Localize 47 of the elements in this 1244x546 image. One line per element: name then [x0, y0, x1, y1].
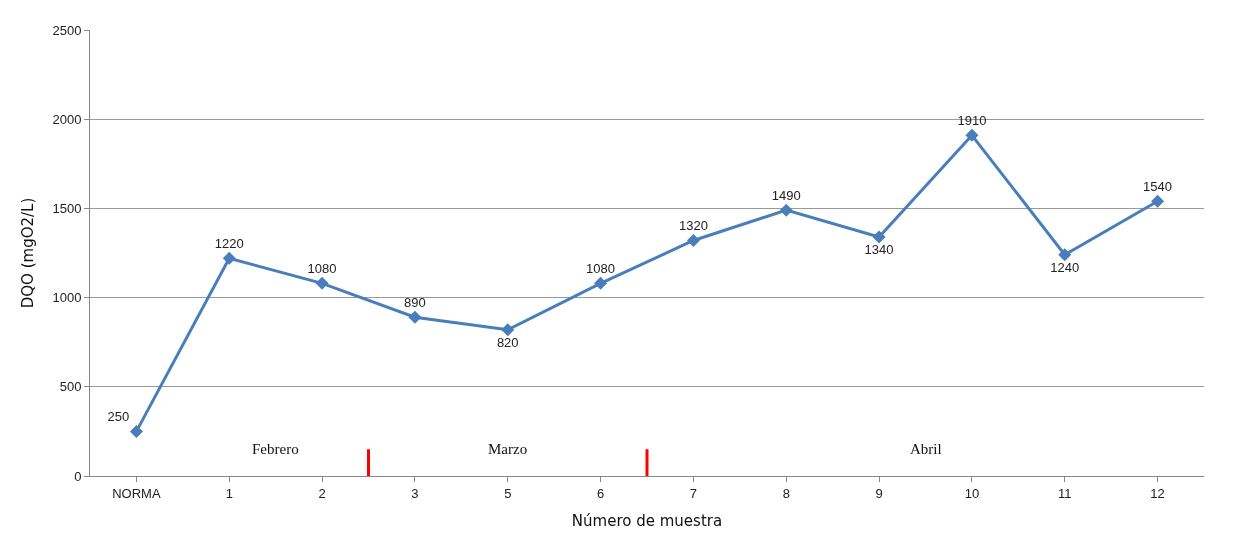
y-tick-label: 2500: [52, 22, 82, 38]
data-label: 820: [496, 334, 519, 350]
data-label: 1320: [678, 218, 708, 234]
data-label: 250: [107, 408, 130, 424]
point: [1058, 248, 1072, 262]
x-tick-label: 6: [596, 485, 605, 501]
point: [686, 234, 700, 248]
x-tick-label: NORMA: [112, 485, 161, 501]
point: [872, 230, 886, 244]
point: [408, 310, 422, 324]
y-tick-label: 500: [59, 379, 82, 395]
data-label: 1340: [864, 241, 894, 257]
point: [501, 323, 515, 337]
annotation: Abril: [910, 441, 942, 457]
data-label: 1080: [586, 260, 616, 276]
y-axis-title: DQO (mgO2/L): [18, 197, 37, 309]
data-label: 1910: [957, 112, 987, 128]
x-tick-label: 10: [964, 485, 980, 501]
x-tick-label: 12: [1150, 485, 1165, 501]
x-tick-label: 1: [225, 485, 233, 501]
data-label: 1240: [1050, 259, 1080, 275]
data-label: 1490: [771, 187, 801, 203]
point: [965, 128, 979, 142]
x-tick-label: 2: [318, 485, 326, 501]
data-label: 1080: [307, 260, 337, 276]
annotation: Febrero: [252, 441, 299, 457]
x-axis-title: Número de muestra: [571, 511, 723, 530]
x-tick-label: 5: [504, 485, 512, 501]
y-tick-label: 0: [74, 468, 82, 484]
y-tick-label: 1000: [52, 290, 82, 306]
point: [222, 251, 236, 265]
point: [315, 276, 329, 290]
y-tick-label: 2000: [52, 111, 82, 127]
data-label: 890: [404, 294, 426, 310]
x-tick-label: 11: [1058, 485, 1072, 501]
x-tick-label: 3: [411, 485, 419, 501]
point: [779, 203, 793, 217]
point: [129, 424, 143, 438]
x-tick-label: 7: [689, 485, 698, 501]
point: [1151, 194, 1165, 208]
x-tick-label: 9: [875, 485, 883, 501]
data-label: 1220: [214, 235, 244, 251]
data-label: 1540: [1143, 178, 1173, 194]
point: [594, 276, 608, 290]
x-tick-label: 8: [782, 485, 790, 501]
y-tick-label: 1500: [52, 200, 82, 216]
annotation: Marzo: [488, 441, 528, 457]
